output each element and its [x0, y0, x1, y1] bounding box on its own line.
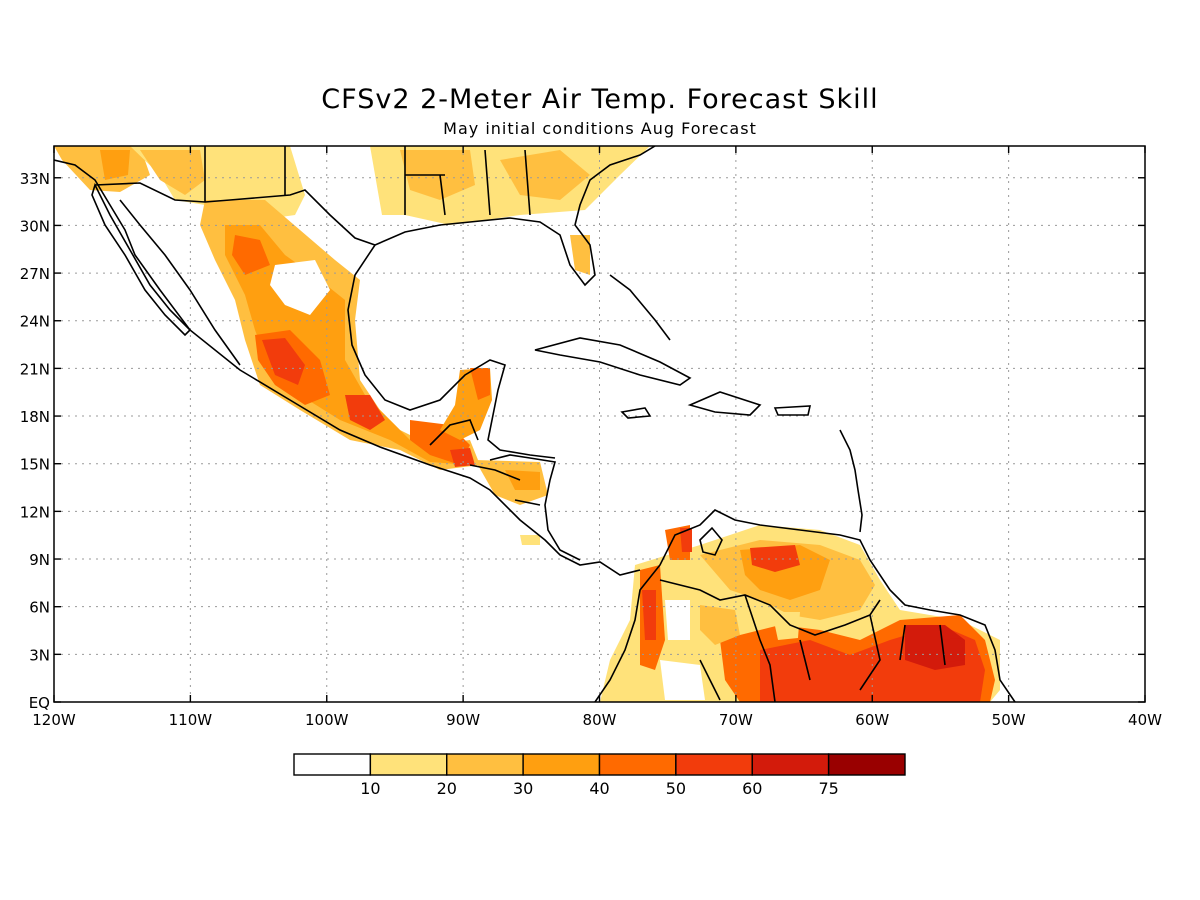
skill-region-south-america: [772, 612, 800, 640]
colorbar-label: 10: [360, 779, 380, 798]
longitude-axis: 120W 110W 100W 90W 80W 70W 60W 50W 40W: [32, 146, 1162, 729]
border-central-america: [429, 419, 541, 506]
coastline-lesser-antilles: [839, 429, 863, 533]
coastline-north-america: [54, 159, 641, 576]
skill-shading: [54, 146, 1000, 702]
colorbar-swatch: [293, 753, 372, 776]
skill-region-southern-us: [140, 150, 205, 195]
border-us-mexico: [94, 182, 376, 246]
skill-region-south-america: [750, 545, 800, 572]
lat-tick-label: 24N: [20, 313, 50, 331]
coastline-cuba: [534, 337, 692, 386]
lon-tick-label: 50W: [992, 711, 1026, 729]
skill-region-yucatan: [470, 368, 490, 400]
skill-region-mexico: [232, 235, 270, 275]
lat-tick-label: EQ: [29, 694, 50, 712]
skill-region-mexico: [345, 395, 385, 430]
lat-tick-label: 3N: [29, 646, 50, 664]
colorbar-swatch: [369, 753, 448, 776]
coastline-hispaniola: [687, 391, 762, 416]
coastline-jamaica: [620, 407, 652, 419]
lat-tick-label: 30N: [20, 217, 50, 235]
lon-tick-label: 110W: [169, 711, 213, 729]
colorbar-label: 50: [666, 779, 686, 798]
colorbar-label: 75: [818, 779, 838, 798]
colorbar-label: 40: [589, 779, 609, 798]
colorbar: 10 20 30 40 50 60 75: [293, 753, 906, 798]
skill-region-mexico: [262, 338, 305, 385]
skill-region-central-america: [520, 535, 540, 545]
skill-region-southern-us: [100, 150, 130, 180]
colorbar-label: 30: [513, 779, 533, 798]
skill-region-south-america: [680, 528, 692, 552]
map-title: CFSv2 2-Meter Air Temp. Forecast Skill: [321, 84, 879, 115]
lat-tick-label: 18N: [20, 408, 50, 426]
colorbar-swatch: [522, 753, 601, 776]
colorbar-swatch: [675, 753, 753, 776]
lat-tick-label: 9N: [29, 551, 50, 569]
lon-tick-label: 90W: [446, 711, 480, 729]
skill-region-south-america: [700, 605, 740, 645]
colorbar-swatch: [446, 753, 524, 776]
coastline-lake-maracaibo: [699, 526, 723, 556]
map-grid: [54, 146, 1145, 702]
lat-tick-label: 12N: [20, 503, 50, 521]
border-south-america: [659, 579, 946, 702]
coastline-south-america: [594, 509, 1016, 702]
colorbar-swatch: [751, 753, 830, 776]
colorbar-label: 20: [437, 779, 457, 798]
lat-tick-label: 33N: [20, 170, 50, 188]
colorbar-swatch: [827, 753, 906, 776]
coastline-puerto-rico: [773, 405, 812, 416]
skill-region-south-america: [940, 638, 965, 662]
coastline-central-america: [489, 454, 581, 561]
lon-tick-label: 60W: [855, 711, 889, 729]
skill-region-south-america: [642, 590, 656, 640]
lon-tick-label: 120W: [32, 711, 76, 729]
skill-region-southern-us: [500, 150, 590, 200]
lon-tick-label: 80W: [583, 711, 617, 729]
skill-region-central-america: [505, 470, 540, 490]
lon-tick-label: 70W: [719, 711, 753, 729]
lat-tick-label: 15N: [20, 456, 50, 474]
skill-region-southern-us: [570, 235, 590, 275]
skill-region-south-america: [660, 660, 705, 700]
skill-region-south-america: [665, 600, 690, 640]
lon-tick-label: 40W: [1128, 711, 1162, 729]
skill-region-mexico: [450, 448, 475, 467]
skill-region-mexico: [270, 260, 330, 315]
coastline-baja-california: [91, 182, 192, 337]
lon-tick-label: 100W: [305, 711, 349, 729]
lat-tick-label: 6N: [29, 599, 50, 617]
lat-tick-label: 21N: [20, 360, 50, 378]
map-subtitle: May initial conditions Aug Forecast: [443, 119, 757, 138]
coastline-outlines: [54, 146, 1016, 702]
lat-tick-label: 27N: [20, 265, 50, 283]
colorbar-label: 60: [742, 779, 762, 798]
border-us-states: [204, 146, 531, 216]
latitude-axis: EQ 3N 6N 9N 12N 15N 18N 21N 24N 27N 30N 33N: [20, 170, 1145, 712]
coastline-florida-keys: [609, 274, 671, 341]
colorbar-swatch: [598, 753, 677, 776]
coastline-gulf-of-california: [119, 199, 241, 366]
